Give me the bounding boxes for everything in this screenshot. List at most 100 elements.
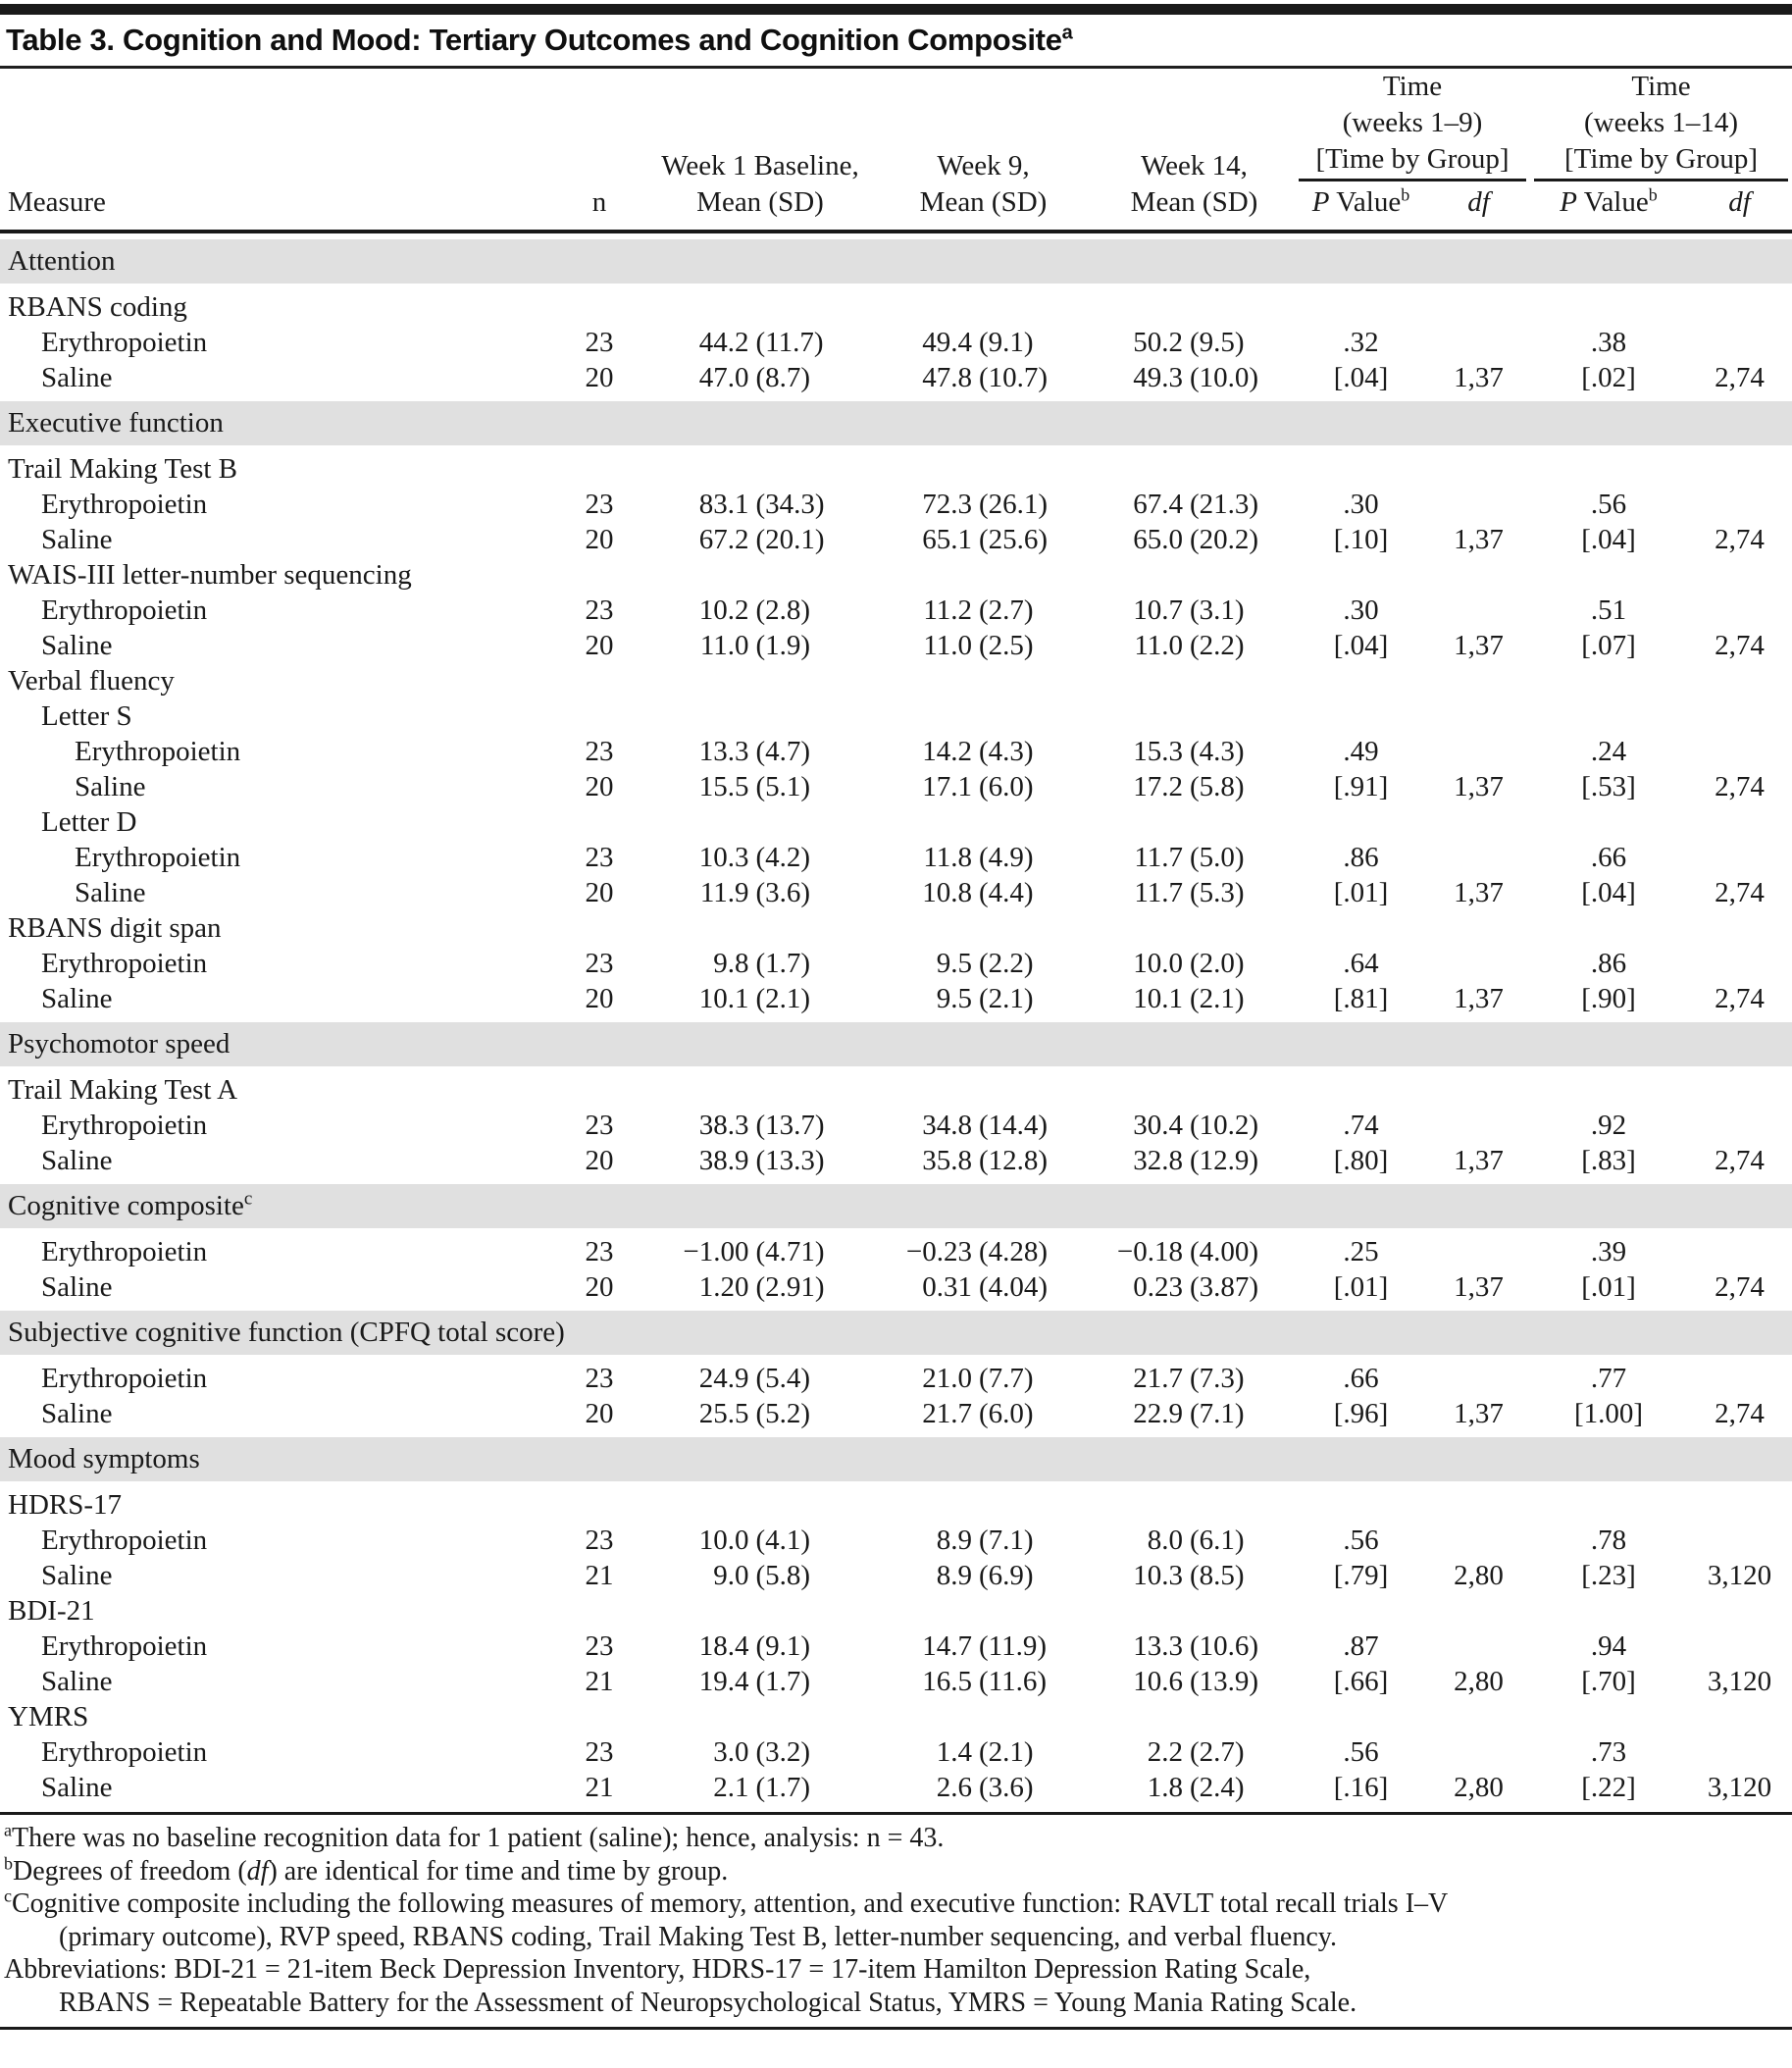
- table-row: Saline 21 9.0 (5.8) 8.9 (6.9) 10.3 (8.5) [.79] 2,…: [0, 1558, 1792, 1593]
- week9-mean-cell: 49.4 (9.1): [922, 327, 1034, 358]
- df-weeks-1-9-cell: 1,37: [1454, 1398, 1504, 1429]
- df-weeks-1-14-cell: [1687, 698, 1792, 734]
- week1-mean-cell: [647, 1699, 873, 1734]
- row-label: Erythropoietin: [41, 595, 208, 626]
- df-weeks-1-14-cell: [1687, 1072, 1792, 1108]
- df-weeks-1-9-cell: [1427, 663, 1530, 698]
- week1-mean-cell: [647, 451, 873, 487]
- row-label: Erythropoietin: [41, 948, 208, 979]
- week9-mean-cell: 8.9 (6.9): [936, 1560, 1034, 1591]
- table-row: Erythropoietin 23 24.9 (5.4) 21.0 (7.7) 21.7 (7…: [0, 1361, 1792, 1396]
- week9-mean-cell: [873, 663, 1094, 698]
- week9-mean-cell: 72.3 (26.1): [922, 489, 1049, 520]
- week14-mean-cell: 13.3 (10.6): [1133, 1630, 1259, 1662]
- table-row: Saline 20 47.0 (8.7) 47.8 (10.7) 49.3 (10.0) [.0…: [0, 360, 1792, 395]
- week9-mean-cell: 9.5 (2.2): [936, 948, 1034, 979]
- df-weeks-1-9-cell: [1427, 593, 1530, 628]
- pvalue-weeks-1-14-cell: [1.00]: [1573, 1398, 1644, 1429]
- week1-mean-cell: [647, 804, 873, 840]
- footnote: Abbreviations: BDI-21 = 21-item Beck Dep…: [4, 1954, 1357, 2018]
- n-cell: 21: [585, 1666, 614, 1697]
- table-row: Erythropoietin 23 9.8 (1.7) 9.5 (2.2) 10.0 (2.0…: [0, 946, 1792, 981]
- table-row: Saline 20 25.5 (5.2) 21.7 (6.0) 22.9 (7.1) [.96]…: [0, 1396, 1792, 1431]
- week14-mean-cell: [1094, 1593, 1295, 1629]
- measure-cell: Erythropoietin: [0, 1361, 551, 1396]
- week1-mean-cell: 18.4 (9.1): [698, 1630, 811, 1662]
- week14-mean-cell: [1094, 289, 1295, 325]
- col-header-pvalue-weeks-1-9: P Valueb: [1295, 181, 1427, 233]
- pvalue-weeks-1-14-cell: [1530, 557, 1687, 593]
- df-weeks-1-14-cell: 2,74: [1715, 630, 1765, 661]
- footnote: aThere was no baseline recognition data …: [4, 1820, 945, 1853]
- pvalue-weeks-1-9-cell: .49: [1343, 736, 1379, 767]
- n-cell: 23: [585, 1236, 614, 1267]
- week9-mean-cell: [873, 289, 1094, 325]
- col-header-df-weeks-1-14: df: [1687, 181, 1792, 233]
- row-label: RBANS coding: [8, 291, 187, 323]
- row-label: Saline: [41, 1145, 113, 1176]
- table-body: Attention RBANS coding Erythropoietin 23 44.…: [0, 232, 1792, 1805]
- measure-cell: RBANS coding: [0, 289, 551, 325]
- pvalue-weeks-1-14-cell: [.01]: [1581, 1271, 1636, 1303]
- week1-mean-cell: 1.20 (2.91): [698, 1271, 825, 1303]
- pvalue-weeks-1-14-cell: [1530, 910, 1687, 946]
- week1-mean-cell: 25.5 (5.2): [698, 1398, 811, 1429]
- col-header-week14: Week 14, Mean (SD): [1094, 69, 1295, 233]
- pvalue-weeks-1-14-cell: [.04]: [1581, 524, 1636, 555]
- pvalue-weeks-1-14-cell: .86: [1590, 948, 1627, 979]
- measure-cell: Erythropoietin: [0, 1523, 551, 1558]
- col-header-df-weeks-1-9: df: [1427, 181, 1531, 233]
- measure-cell: Erythropoietin: [0, 734, 551, 769]
- df-weeks-1-14-cell: [1687, 487, 1792, 522]
- week14-mean-cell: −0.18 (4.00): [1116, 1236, 1259, 1267]
- row-label: Erythropoietin: [41, 1363, 208, 1394]
- measure-cell: Saline: [0, 981, 551, 1016]
- week9-mean-cell: [873, 910, 1094, 946]
- pvalue-weeks-1-14-cell: [1530, 451, 1687, 487]
- df-weeks-1-14-cell: [1687, 1487, 1792, 1523]
- table-row: YMRS: [0, 1699, 1792, 1734]
- df-weeks-1-9-cell: [1427, 1234, 1530, 1269]
- week9-mean-cell: 8.9 (7.1): [936, 1525, 1034, 1556]
- df-weeks-1-9-cell: [1427, 1108, 1530, 1143]
- pvalue-weeks-1-14-cell: .92: [1590, 1110, 1627, 1141]
- section-header: Mood symptoms: [0, 1437, 1792, 1481]
- week1-mean-cell: 44.2 (11.7): [698, 327, 824, 358]
- df-weeks-1-9-cell: [1427, 325, 1530, 360]
- week9-mean-cell: [873, 1699, 1094, 1734]
- measure-cell: Trail Making Test A: [0, 1072, 551, 1108]
- week14-mean-cell: 1.8 (2.4): [1147, 1772, 1245, 1803]
- table-row: Erythropoietin 23 10.3 (4.2) 11.8 (4.9) 11.7 (5…: [0, 840, 1792, 875]
- week14-mean-cell: [1094, 1487, 1295, 1523]
- n-cell: 23: [585, 595, 614, 626]
- week1-mean-cell: 15.5 (5.1): [698, 771, 811, 802]
- week9-mean-cell: 1.4 (2.1): [936, 1736, 1034, 1768]
- measure-cell: Erythropoietin: [0, 487, 551, 522]
- df-weeks-1-14-cell: 3,120: [1707, 1666, 1772, 1697]
- df-weeks-1-14-cell: [1687, 325, 1792, 360]
- row-label: Saline: [41, 1560, 113, 1591]
- week9-mean-cell: 16.5 (11.6): [922, 1666, 1047, 1697]
- measure-cell: Erythropoietin: [0, 946, 551, 981]
- section-header: Attention: [0, 239, 1792, 284]
- pvalue-weeks-1-14-cell: [.02]: [1581, 362, 1636, 393]
- n-cell: [551, 1699, 647, 1734]
- pvalue-weeks-1-14-cell: [.04]: [1581, 877, 1636, 908]
- df-weeks-1-14-cell: [1687, 1593, 1792, 1629]
- pvalue-weeks-1-9-cell: .56: [1343, 1525, 1379, 1556]
- row-label: WAIS-III letter-number sequencing: [8, 559, 412, 591]
- pvalue-weeks-1-14-cell: [1530, 698, 1687, 734]
- df-weeks-1-9-cell: [1427, 487, 1530, 522]
- n-cell: 23: [585, 1736, 614, 1768]
- table-row: Erythropoietin 23 −1.00 (4.71) −0.23 (4.28) −0…: [0, 1234, 1792, 1269]
- df-weeks-1-9-cell: [1427, 1699, 1530, 1734]
- pvalue-weeks-1-9-cell: [.01]: [1333, 1271, 1389, 1303]
- week1-mean-cell: [647, 557, 873, 593]
- n-cell: [551, 804, 647, 840]
- table-row: Verbal fluency: [0, 663, 1792, 698]
- week1-mean-cell: [647, 698, 873, 734]
- pvalue-weeks-1-14-cell: .56: [1590, 489, 1627, 520]
- table-row: HDRS-17: [0, 1487, 1792, 1523]
- df-weeks-1-9-cell: 1,37: [1454, 771, 1504, 802]
- row-label: Trail Making Test B: [8, 453, 238, 485]
